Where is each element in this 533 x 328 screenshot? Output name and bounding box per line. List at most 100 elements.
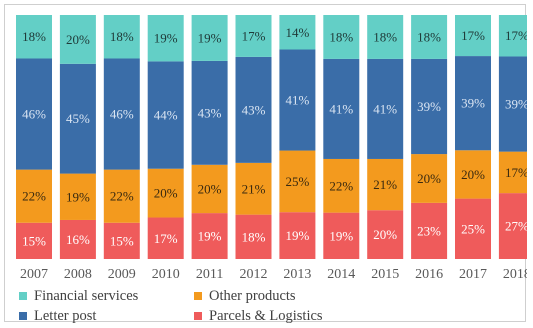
legend-swatch-letter-post	[19, 312, 27, 320]
bar-letter-post-2017	[455, 56, 491, 151]
bar-letter-post-2010	[147, 61, 184, 169]
bar-other-products-2010	[147, 168, 184, 218]
bar-letter-post-2015	[367, 58, 404, 159]
data-label-financial-services-2012: 17%	[242, 28, 266, 43]
data-label-other-products-2013: 25%	[285, 174, 309, 189]
data-label-letter-post-2013: 41%	[285, 93, 309, 108]
data-label-other-products-2015: 21%	[373, 177, 397, 192]
bar-letter-post-2011	[191, 60, 228, 165]
x-tick-label-2009: 2009	[108, 267, 136, 282]
data-label-parcels-logistics-2008: 16%	[66, 232, 90, 247]
bar-financial-services-2013	[279, 15, 316, 50]
data-label-other-products-2007: 22%	[22, 189, 46, 204]
bar-parcels-logistics-2009	[103, 222, 140, 259]
bar-financial-services-2011	[191, 15, 228, 61]
data-label-other-products-2008: 19%	[66, 189, 90, 204]
bar-parcels-logistics-2018	[498, 193, 527, 259]
legend-item-letter-post: Letter post	[19, 307, 194, 325]
legend-swatch-other-products	[194, 292, 202, 300]
bar-letter-post-2013	[279, 49, 316, 151]
data-label-financial-services-2008: 20%	[66, 32, 90, 47]
data-label-financial-services-2017: 17%	[461, 28, 485, 43]
bar-financial-services-2018	[498, 15, 527, 57]
x-tick-label-2014: 2014	[327, 267, 355, 282]
x-tick-label-2011: 2011	[196, 267, 223, 282]
data-label-other-products-2009: 22%	[110, 189, 134, 204]
data-label-parcels-logistics-2013: 19%	[285, 228, 309, 243]
x-tick-labels-group: 2007 2008 2009 2010 2011 2012 2013 2014 2015 2016…	[20, 267, 527, 282]
data-label-letter-post-2010: 44%	[154, 108, 178, 123]
data-label-other-products-2012: 21%	[242, 181, 266, 196]
x-tick-label-2010: 2010	[152, 267, 180, 282]
data-label-financial-services-2009: 18%	[110, 29, 134, 44]
bar-financial-services-2015	[367, 15, 404, 59]
bar-financial-services-2008	[59, 15, 96, 64]
data-label-parcels-logistics-2010: 17%	[154, 231, 178, 246]
x-tick-label-2017: 2017	[459, 267, 487, 282]
data-label-parcels-logistics-2012: 18%	[242, 229, 266, 244]
bar-financial-services-2010	[147, 15, 184, 62]
data-label-letter-post-2009: 46%	[110, 107, 134, 122]
legend-label-financial-services: Financial services	[34, 287, 139, 304]
bar-letter-post-2018	[498, 56, 527, 152]
data-label-parcels-logistics-2011: 19%	[198, 229, 222, 244]
bar-other-products-2018	[498, 151, 527, 194]
bar-parcels-logistics-2007	[16, 222, 52, 259]
data-label-letter-post-2012: 43%	[242, 102, 266, 117]
data-label-financial-services-2013: 14%	[285, 25, 309, 40]
legend-label-letter-post: Letter post	[34, 307, 97, 324]
bar-financial-services-2014	[323, 15, 360, 59]
bar-parcels-logistics-2013	[279, 212, 316, 259]
bar-parcels-logistics-2014	[323, 212, 360, 259]
legend-item-other-products: Other products	[194, 287, 394, 305]
bar-parcels-logistics-2010	[147, 217, 184, 259]
bar-letter-post-2009	[103, 58, 140, 170]
bar-parcels-logistics-2012	[235, 214, 272, 259]
data-label-letter-post-2011: 43%	[198, 105, 222, 120]
bar-other-products-2013	[279, 150, 316, 213]
value-labels-group: 15% 22% 46% 18% 16% 19% 45% 20% 15% 22% 46% 18% 17% 2…	[22, 25, 527, 249]
x-tick-label-2013: 2013	[283, 267, 311, 282]
bar-parcels-logistics-2015	[367, 210, 404, 259]
data-label-parcels-logistics-2016: 23%	[417, 223, 441, 238]
legend-label-parcels-logistics: Parcels & Logistics	[209, 307, 323, 324]
data-label-other-products-2018: 17%	[505, 165, 527, 180]
bar-other-products-2012	[235, 162, 272, 215]
data-label-other-products-2016: 20%	[417, 171, 441, 186]
x-tick-label-2012: 2012	[240, 267, 268, 282]
chart-frame: 15% 22% 46% 18% 16% 19% 45% 20% 15% 22% 46% 18% 17% 2…	[4, 4, 527, 325]
stacked-bar-chart: 15% 22% 46% 18% 16% 19% 45% 20% 15% 22% 46% 18% 17% 2…	[16, 15, 527, 282]
data-label-letter-post-2008: 45%	[66, 111, 90, 126]
data-label-financial-services-2014: 18%	[329, 29, 353, 44]
bar-letter-post-2008	[59, 63, 96, 174]
data-label-parcels-logistics-2007: 15%	[22, 233, 46, 248]
legend-swatch-parcels-logistics	[194, 312, 202, 320]
legend-item-parcels-logistics: Parcels & Logistics	[194, 307, 394, 325]
data-label-financial-services-2015: 18%	[373, 29, 397, 44]
bar-letter-post-2016	[411, 58, 448, 155]
data-label-letter-post-2018: 39%	[505, 97, 527, 112]
legend-label-other-products: Other products	[209, 287, 296, 304]
bar-financial-services-2012	[235, 15, 272, 57]
bar-financial-services-2016	[411, 15, 448, 59]
legend-swatch-financial-services	[19, 292, 27, 300]
bar-other-products-2007	[16, 169, 52, 223]
data-label-letter-post-2017: 39%	[461, 96, 485, 111]
bar-parcels-logistics-2011	[191, 213, 228, 259]
data-label-parcels-logistics-2018: 27%	[505, 219, 527, 234]
legend: Financial services Other products Letter p…	[19, 287, 419, 325]
bar-parcels-logistics-2008	[59, 219, 96, 259]
data-label-letter-post-2014: 41%	[329, 101, 353, 116]
bar-letter-post-2012	[235, 56, 272, 163]
x-tick-label-2007: 2007	[20, 267, 48, 282]
bar-financial-services-2007	[16, 15, 52, 59]
legend-item-financial-services: Financial services	[19, 287, 194, 305]
data-label-letter-post-2007: 46%	[22, 107, 46, 122]
bar-other-products-2017	[455, 150, 491, 199]
bar-other-products-2014	[323, 158, 360, 213]
data-label-financial-services-2010: 19%	[154, 31, 178, 46]
data-label-other-products-2011: 20%	[198, 181, 222, 196]
data-label-letter-post-2016: 39%	[417, 99, 441, 114]
bar-financial-services-2017	[455, 15, 491, 57]
data-label-other-products-2017: 20%	[461, 167, 485, 182]
